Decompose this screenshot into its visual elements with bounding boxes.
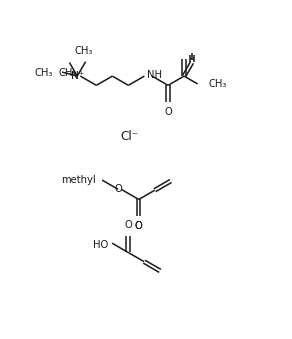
Text: methyl: methyl	[61, 175, 96, 185]
Text: CH₃: CH₃	[208, 79, 227, 89]
Text: O: O	[135, 221, 142, 232]
Text: O: O	[124, 220, 132, 231]
Text: CH₃: CH₃	[34, 68, 53, 78]
Text: Cl⁻: Cl⁻	[121, 131, 139, 143]
Text: N⁺: N⁺	[71, 71, 85, 81]
Text: CH₃: CH₃	[59, 68, 77, 78]
Text: O: O	[114, 184, 122, 194]
Text: HO: HO	[93, 240, 108, 250]
Text: O: O	[164, 107, 172, 117]
Text: CH₃: CH₃	[75, 46, 93, 56]
Text: NH: NH	[147, 70, 162, 80]
Text: O: O	[135, 221, 142, 232]
